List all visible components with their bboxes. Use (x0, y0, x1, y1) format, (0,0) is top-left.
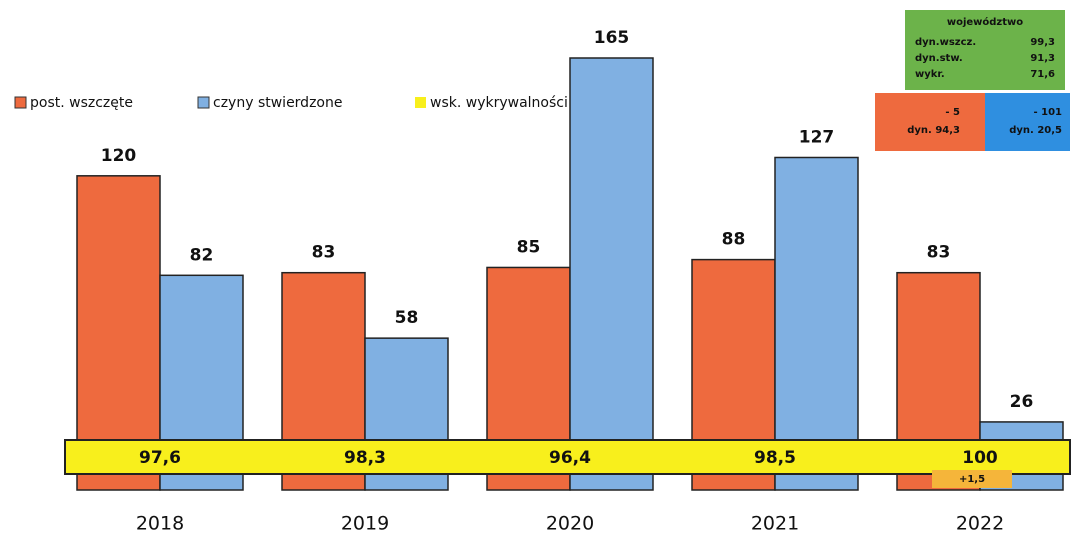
legend-swatch (415, 97, 426, 108)
data-label: 58 (395, 308, 419, 328)
x-tick-label: 2019 (341, 513, 389, 535)
summary-value: 99,3 (1030, 37, 1055, 48)
band (64, 439, 1071, 475)
legend-swatch (14, 96, 27, 109)
data-label: 127 (799, 127, 835, 147)
data-label: 120 (101, 146, 137, 166)
data-label: 26 (1010, 392, 1034, 412)
data-label: 165 (594, 28, 630, 48)
bar (774, 156, 859, 491)
band-label: 100 (962, 448, 998, 468)
x-tick-label: 2021 (751, 513, 799, 535)
left-box (875, 93, 985, 151)
data-label: 85 (517, 237, 541, 257)
data-label: 83 (312, 243, 336, 263)
summary-label: dyn.wszcz. (915, 37, 976, 48)
summary-value: 91,3 (1030, 53, 1055, 64)
band-label: 96,4 (549, 448, 591, 468)
summary-title: województwo (947, 16, 1023, 28)
bar (569, 57, 654, 491)
left-change: - 5 (945, 107, 960, 118)
bar (76, 175, 161, 491)
summary-value: 71,6 (1030, 69, 1055, 80)
band-label: 97,6 (139, 448, 181, 468)
annotation: +1,5 (959, 474, 985, 485)
x-tick-label: 2022 (956, 513, 1004, 535)
data-label: 82 (190, 245, 214, 265)
left-dyn: dyn. 94,3 (907, 125, 960, 136)
summary-label: wykr. (915, 69, 945, 80)
annotation-box (932, 470, 1012, 488)
right-change: - 101 (1033, 107, 1062, 118)
legend-swatch (197, 96, 210, 109)
data-label: 88 (722, 230, 746, 250)
right-dyn: dyn. 20,5 (1009, 125, 1062, 136)
right-box (985, 93, 1070, 151)
summary-box (905, 10, 1065, 90)
legend-label: wsk. wykrywalności (430, 95, 568, 111)
band-label: 98,5 (754, 448, 796, 468)
legend-label: post. wszczęte (30, 95, 133, 111)
x-tick-label: 2020 (546, 513, 594, 535)
data-label: 83 (927, 243, 951, 263)
x-tick-label: 2018 (136, 513, 184, 535)
legend-label: czyny stwierdzone (213, 95, 342, 111)
band-label: 98,3 (344, 448, 386, 468)
summary-label: dyn.stw. (915, 53, 963, 64)
